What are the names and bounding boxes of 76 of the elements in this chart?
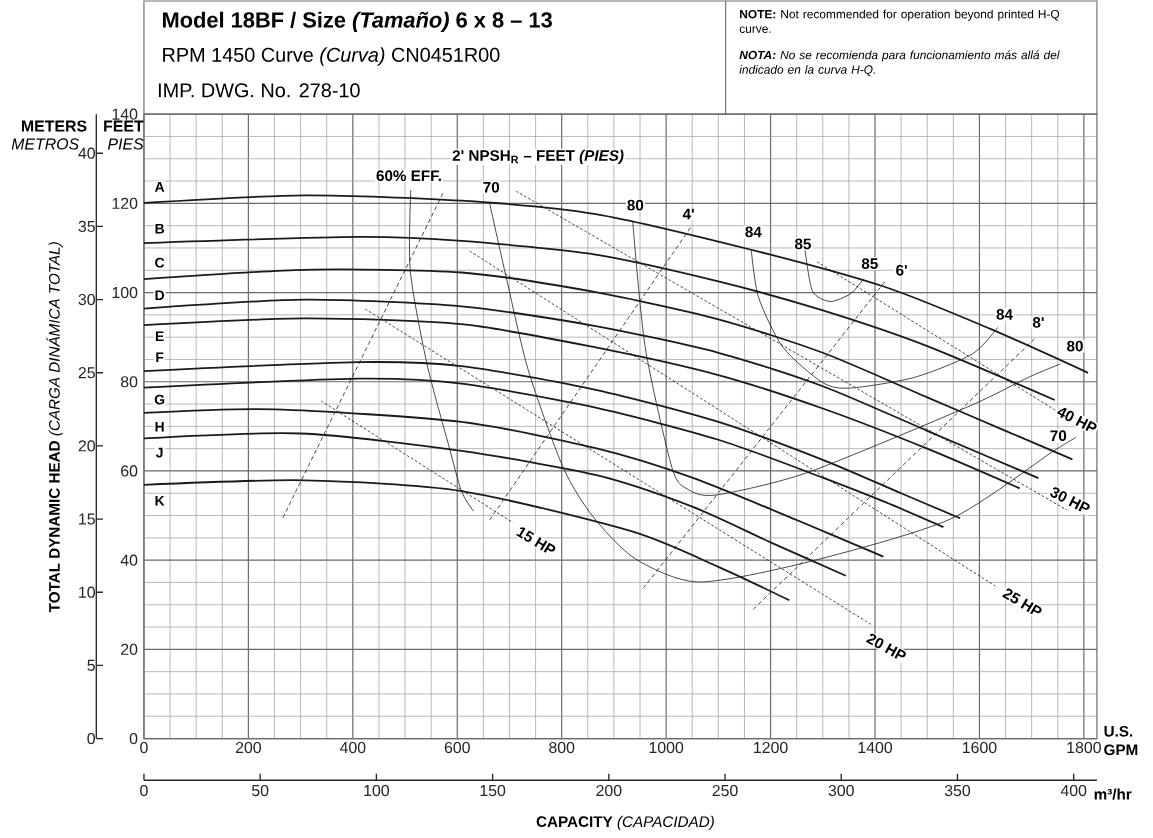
- annotation: B: [155, 224, 164, 234]
- y2-tick-label: 5: [87, 659, 95, 671]
- y2-tick-label: 0: [87, 733, 95, 745]
- annotation: 84: [745, 226, 762, 238]
- x-tick-label: 1800: [1067, 742, 1101, 754]
- y-tick-label: 120: [112, 197, 138, 210]
- annotation: H: [155, 422, 164, 432]
- x2-tick-label: 400: [1060, 785, 1087, 797]
- y2-tick-label: 25: [78, 367, 95, 379]
- annotation: E: [155, 331, 164, 342]
- annotation: C: [155, 257, 165, 268]
- y2-tick-label: 15: [79, 513, 95, 525]
- x-tick-label: 800: [549, 742, 575, 754]
- chart-title: Model 18BF / Size (Tamaño) 6 x 8 – 13: [162, 11, 552, 33]
- x-tick-label: 1200: [754, 742, 788, 754]
- annotation: 85: [794, 238, 811, 250]
- annotation: 70: [1050, 430, 1067, 442]
- x2-tick-label: 100: [364, 785, 390, 797]
- x2-tick-label: 300: [828, 785, 854, 797]
- annotation: 85: [861, 258, 878, 270]
- annotation: 20 HP: [865, 633, 906, 659]
- text: IMP. DWG. No. 278-10: [158, 83, 360, 98]
- y-tick-label: 100: [112, 287, 138, 299]
- x2-axis-title: m³/hr: [1094, 788, 1132, 800]
- annotation: 8': [1032, 317, 1044, 328]
- text: NOTE: Not recommended for operation beyond printed H-Q curve.: [739, 9, 1060, 34]
- annotation: 70: [483, 181, 500, 193]
- y2-tick-label: 10: [79, 586, 95, 598]
- y-tick-label: 40: [120, 554, 138, 566]
- x-tick-label: 1400: [858, 742, 893, 754]
- x2-tick-label: 150: [480, 785, 506, 797]
- annotation: 2' NPSH$_{R}$ – FEET (PIES): [452, 149, 624, 165]
- annotation: 15 HP: [516, 527, 556, 553]
- x-tick-label: 1600: [962, 742, 997, 754]
- y2-tick-label: 20: [78, 440, 95, 452]
- annotation: 6': [896, 264, 907, 276]
- x2-tick-label: 250: [712, 785, 738, 797]
- annotation: F: [156, 352, 164, 363]
- x2-tick-label: 350: [944, 785, 971, 797]
- annotation: D: [155, 290, 165, 301]
- x-tick-label: 0: [140, 742, 148, 754]
- text: U.S. GPM: [1104, 725, 1138, 756]
- annotation: K: [155, 496, 165, 506]
- annotation: 84: [996, 309, 1013, 320]
- y-tick-label: 20: [121, 643, 138, 656]
- y-tick-label: 0: [129, 733, 138, 745]
- annotation: 80: [627, 199, 644, 211]
- x2-tick-label: 200: [596, 785, 622, 797]
- x-axis-title: CAPACITY (CAPACIDAD): [536, 815, 714, 831]
- x-tick-label: 600: [444, 742, 470, 754]
- annotation: 80: [1067, 340, 1083, 352]
- text: NOTA: No se recomienda para funcionamiento más allá del indicado en la curva H-Q.: [739, 50, 1060, 76]
- y2-tick-label: 35: [78, 220, 95, 233]
- y2-axis-title: TOTAL DYNAMIC HEAD (CARGA DINÁMICA TOTAL): [46, 242, 63, 613]
- annotation: 60% EFF.: [376, 170, 441, 182]
- x2-tick-label: 0: [140, 785, 148, 797]
- y2-tick-label: 40: [78, 147, 95, 159]
- y-tick-label: 60: [121, 465, 138, 477]
- annotation: 25 HP: [1002, 588, 1042, 615]
- x2-tick-label: 50: [251, 785, 269, 797]
- x-tick-label: 200: [235, 742, 262, 754]
- y-tick-label: 140: [112, 108, 138, 120]
- text: METROS: [11, 138, 79, 150]
- y2-tick-label: 30: [78, 294, 95, 306]
- text: METERS: [21, 120, 87, 132]
- text: PIES: [107, 138, 144, 150]
- annotation: A: [154, 182, 165, 192]
- chart-subtitle: RPM 1450 Curve (Curva) CN0451R00: [163, 47, 500, 66]
- annotation: 4': [682, 208, 694, 220]
- x-tick-label: 400: [339, 742, 366, 754]
- annotation: G: [154, 394, 165, 405]
- y-tick-label: 80: [120, 376, 138, 388]
- annotation: 30 HP: [1050, 487, 1090, 512]
- text: FEET: [104, 120, 144, 132]
- annotation: J: [155, 447, 163, 458]
- x-tick-label: 1000: [649, 742, 684, 754]
